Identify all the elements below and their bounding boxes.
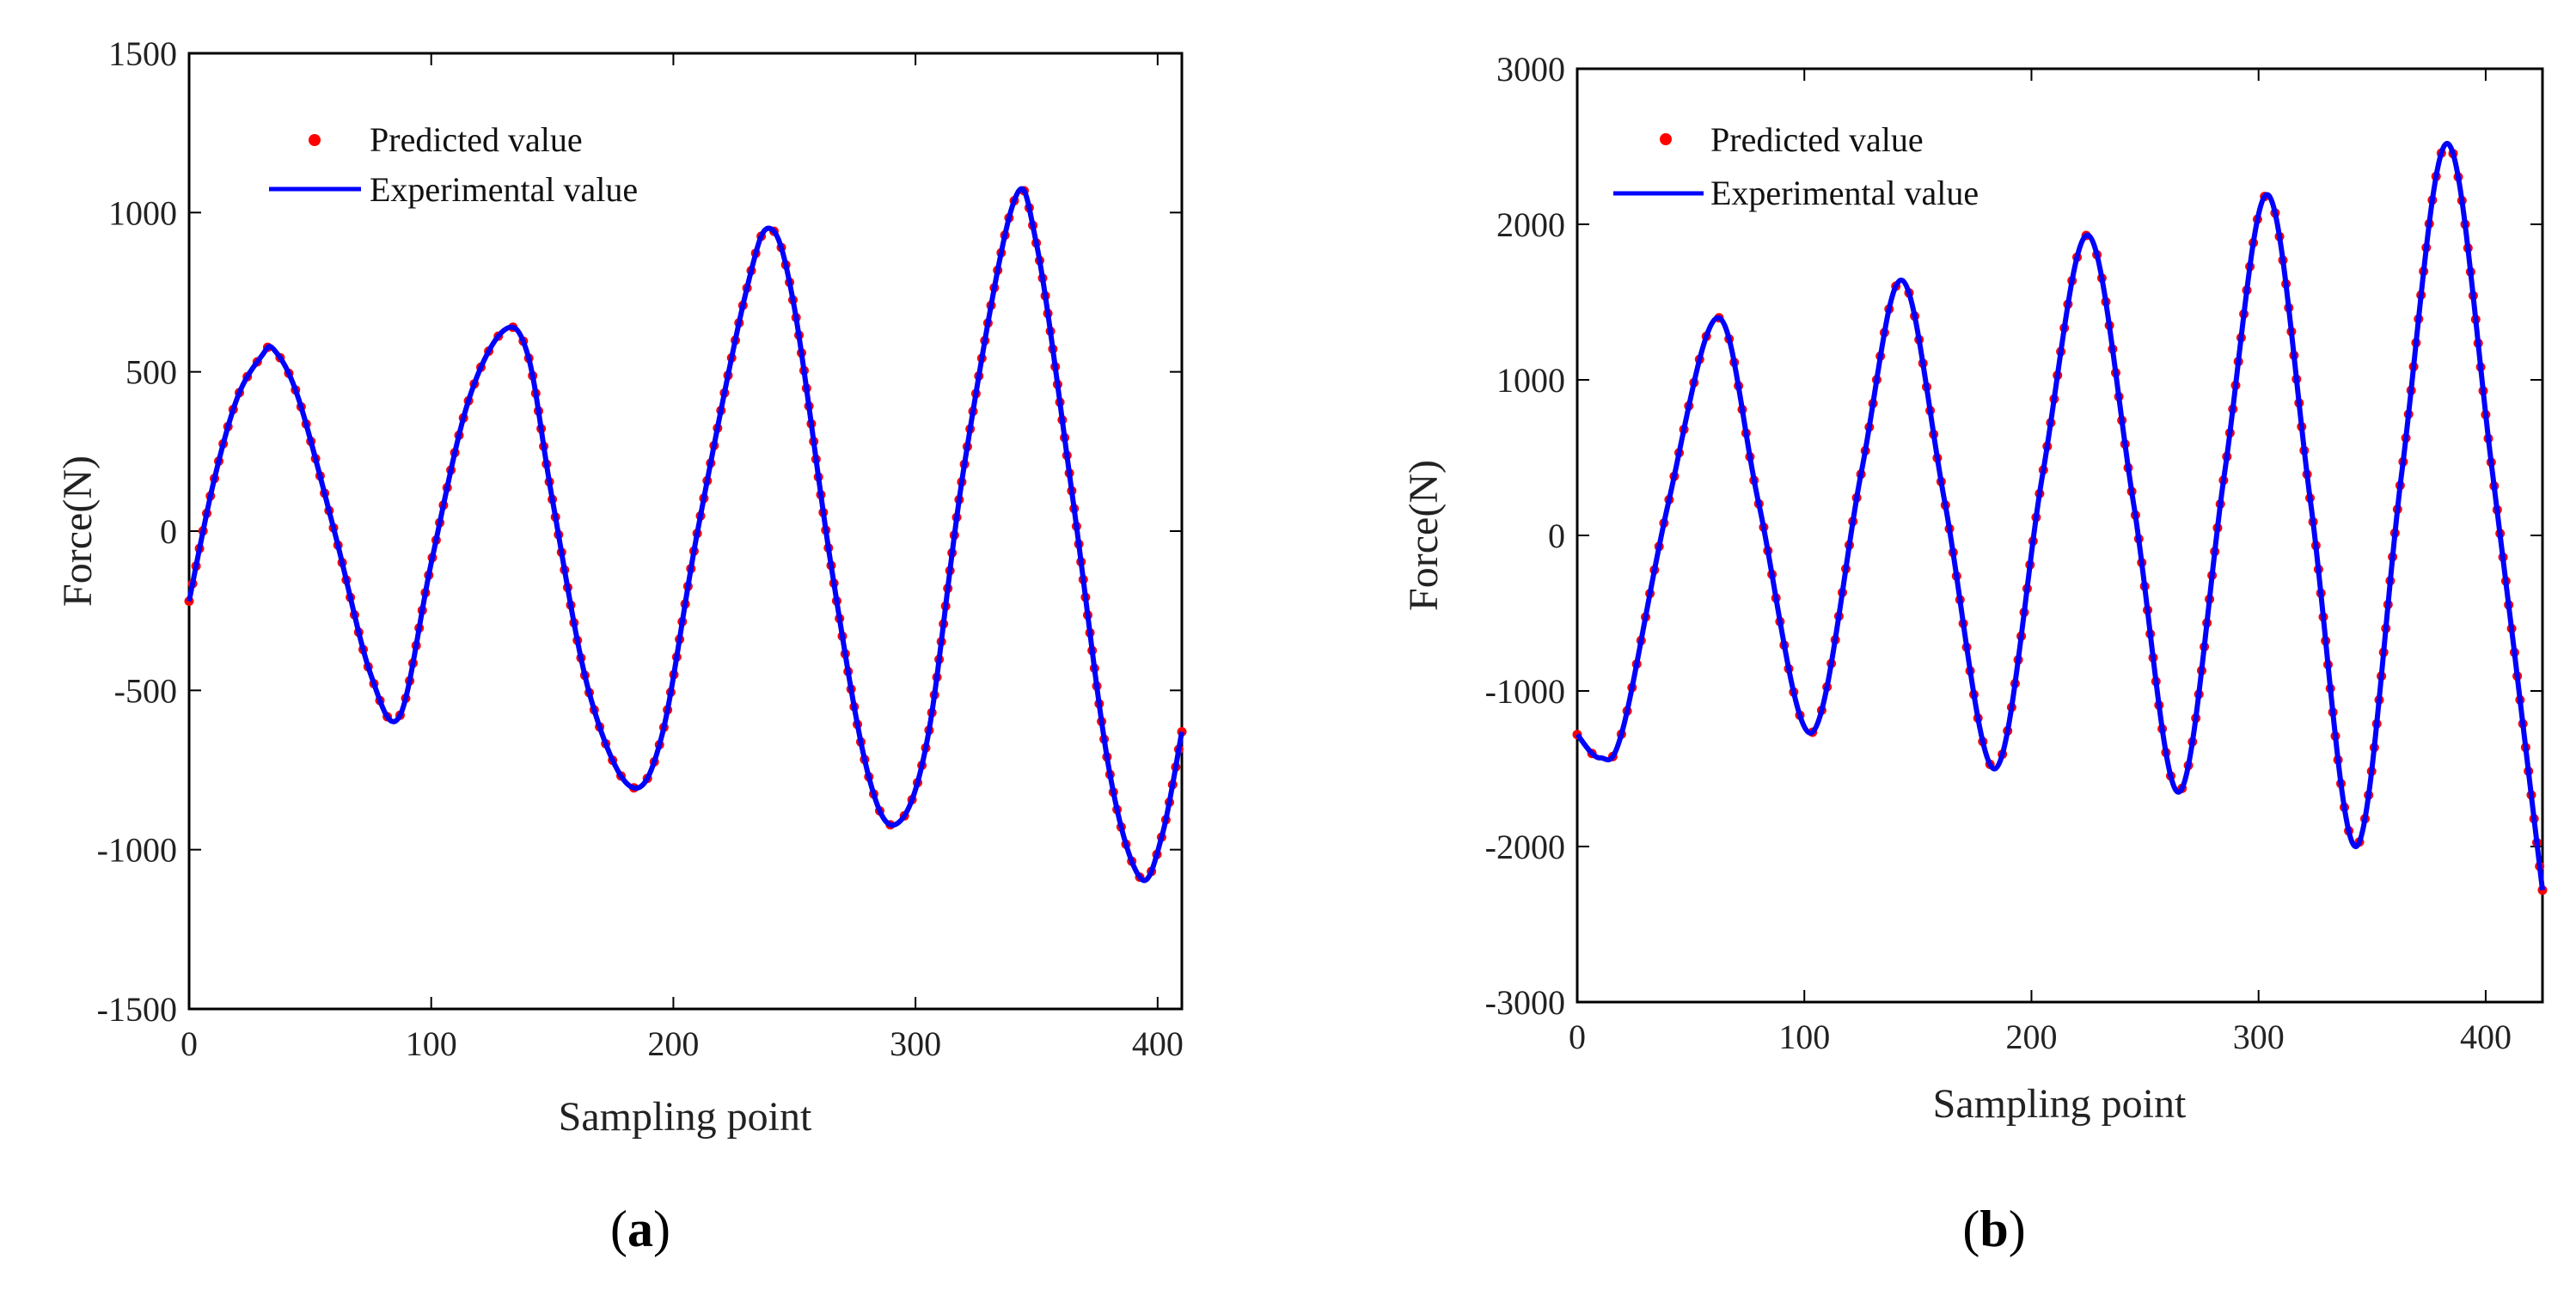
x-tick-label: 100 <box>1778 1018 1830 1056</box>
y-axis-label-b: Force(N) <box>1401 460 1447 611</box>
x-tick-label: 400 <box>1132 1024 1184 1063</box>
y-tick-label: 0 <box>160 512 177 551</box>
legend-a: Predicted value Experimental value <box>269 120 638 209</box>
legend-marker-predicted-b <box>1660 133 1672 145</box>
legend-label-predicted-b: Predicted value <box>1710 120 1924 159</box>
x-axis-a: 0 100 200 300 400 <box>181 53 1184 1063</box>
y-tick-label: 1000 <box>108 193 177 232</box>
legend-marker-predicted-a <box>309 134 321 146</box>
y-axis-label-a: Force(N) <box>55 455 101 607</box>
caption-letter-b: b <box>1979 1201 2008 1257</box>
x-tick-label: 0 <box>181 1024 198 1063</box>
caption-a: (a) <box>610 1201 670 1257</box>
y-tick-label: -500 <box>114 671 177 710</box>
y-tick-label: -1000 <box>1485 672 1565 711</box>
x-tick-label: 400 <box>2460 1018 2512 1056</box>
legend-label-experimental-a: Experimental value <box>370 170 638 209</box>
y-tick-label: 1500 <box>108 34 177 73</box>
x-axis-b: 0 100 200 300 400 <box>1569 69 2512 1056</box>
y-tick-label: 3000 <box>1496 50 1565 89</box>
y-tick-label: -3000 <box>1485 983 1565 1022</box>
x-tick-label: 100 <box>406 1024 457 1063</box>
y-axis-b: -3000 -2000 -1000 0 1000 2000 3000 <box>1485 50 2542 1022</box>
y-tick-label: 0 <box>1548 517 1565 555</box>
x-tick-label: 300 <box>890 1024 941 1063</box>
y-tick-label: -1000 <box>97 831 177 870</box>
experimental-line-b <box>1575 140 2545 891</box>
legend-label-predicted-a: Predicted value <box>370 120 583 159</box>
chart-panel-a: -1500 -1000 -500 0 500 1000 1500 0 100 200 300 400… <box>55 34 1187 1257</box>
x-tick-label: 200 <box>647 1024 699 1063</box>
y-tick-label: -1500 <box>97 990 177 1029</box>
x-axis-label-a: Sampling point <box>559 1094 812 1140</box>
y-tick-label: 500 <box>125 353 177 392</box>
x-tick-label: 200 <box>2005 1018 2057 1056</box>
plot-frame-a <box>187 52 1184 1011</box>
y-tick-label: 1000 <box>1496 361 1565 400</box>
chart-panel-b: -3000 -2000 -1000 0 1000 2000 3000 0 100 200 300 4… <box>1401 50 2548 1257</box>
legend-label-experimental-b: Experimental value <box>1710 174 1979 212</box>
x-tick-label: 300 <box>2233 1018 2285 1056</box>
x-axis-label-b: Sampling point <box>1933 1081 2187 1127</box>
predicted-points-b <box>1572 148 2548 896</box>
y-tick-label: -2000 <box>1485 828 1565 866</box>
y-tick-label: 2000 <box>1496 205 1565 244</box>
experimental-line-a <box>187 186 1184 883</box>
caption-letter-a: a <box>627 1201 653 1257</box>
legend-b: Predicted value Experimental value <box>1613 120 1979 212</box>
y-axis-a: -1500 -1000 -500 0 500 1000 1500 <box>97 34 1182 1029</box>
x-tick-label: 0 <box>1569 1018 1586 1056</box>
caption-b: (b) <box>1962 1201 2025 1257</box>
